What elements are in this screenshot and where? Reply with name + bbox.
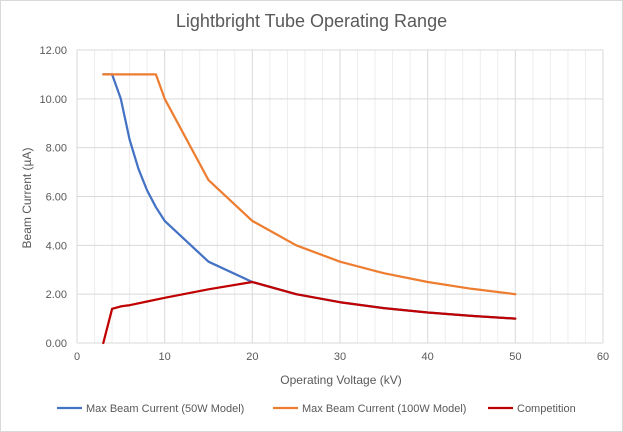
y-tick-label: 6.00 (46, 192, 67, 204)
legend: Max Beam Current (50W Model) Max Beam Cur… (57, 403, 576, 415)
y-tick-label: 0.00 (46, 338, 67, 350)
y-tick-label: 2.00 (46, 289, 67, 301)
legend-label: Competition (517, 403, 576, 415)
y-axis-title: Beam Current (µA) (20, 148, 34, 249)
x-tick-label: 50 (509, 351, 521, 363)
legend-item: Max Beam Current (50W Model) (57, 403, 244, 415)
y-tick-label: 8.00 (46, 143, 67, 155)
label-layer: 0 10 20 30 40 50 60 0.00 2.00 4.00 6.00 8.00 10.00 12… (39, 45, 609, 363)
x-tick-label: 40 (422, 351, 434, 363)
y-tick-label: 12.00 (39, 45, 67, 57)
x-tick-label: 60 (597, 351, 609, 363)
legend-item: Competition (488, 403, 576, 415)
legend-item: Max Beam Current (100W Model) (273, 403, 466, 415)
y-tick-label: 10.00 (39, 94, 67, 106)
x-tick-label: 10 (159, 351, 171, 363)
x-tick-label: 0 (74, 351, 80, 363)
chart-title: Lightbright Tube Operating Range (175, 11, 448, 31)
series-layer (102, 73, 517, 345)
x-tick-label: 20 (246, 351, 258, 363)
legend-label: Max Beam Current (50W Model) (86, 403, 244, 415)
y-tick-label: 4.00 (46, 240, 67, 252)
series-line-2 (102, 73, 517, 296)
series-line-3 (102, 280, 517, 345)
x-tick-label: 30 (334, 351, 346, 363)
legend-label: Max Beam Current (100W Model) (302, 403, 466, 415)
x-axis-title: Operating Voltage (kV) (280, 373, 401, 387)
